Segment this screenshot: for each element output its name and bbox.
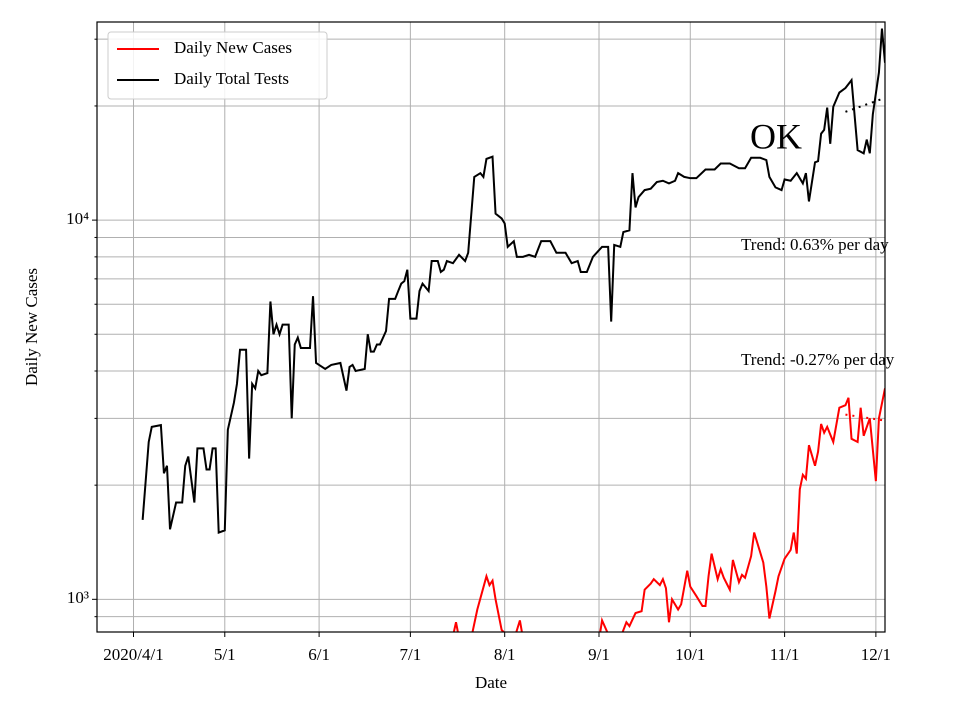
grid	[97, 22, 885, 632]
x-tick-label: 8/1	[494, 645, 516, 664]
legend-label: Daily New Cases	[174, 38, 292, 57]
annotation: Trend: -0.27% per day	[741, 350, 895, 369]
legend: Daily New Cases Daily Total Tests	[107, 31, 328, 100]
x-tick-label: 11/1	[770, 645, 800, 664]
y-axis-label: Daily New Cases	[22, 268, 41, 386]
x-tick-label: 2020/4/1	[103, 645, 163, 664]
legend-label: Daily Total Tests	[174, 69, 289, 88]
y-tick-label: 10³	[67, 588, 89, 607]
legend-box	[107, 31, 328, 100]
plot-frame	[96, 21, 886, 633]
y-tick-label: 10⁴	[66, 209, 89, 228]
x-tick-label: 6/1	[308, 645, 330, 664]
data-line	[141, 28, 885, 534]
annotation: OK	[750, 116, 802, 156]
plot-lines	[141, 28, 885, 632]
annotations: OK Trend: 0.63% per day Trend: -0.27% per …	[741, 116, 895, 369]
x-tick-label: 5/1	[214, 645, 236, 664]
x-tick-label: 12/1	[861, 645, 891, 664]
x-axis-label: Date	[475, 673, 507, 692]
x-tick-label: 7/1	[400, 645, 422, 664]
trend-line	[845, 96, 885, 113]
data-line	[452, 388, 885, 632]
annotation: Trend: 0.63% per day	[741, 235, 889, 254]
x-tick-label: 9/1	[588, 645, 610, 664]
x-tick-label: 10/1	[675, 645, 705, 664]
